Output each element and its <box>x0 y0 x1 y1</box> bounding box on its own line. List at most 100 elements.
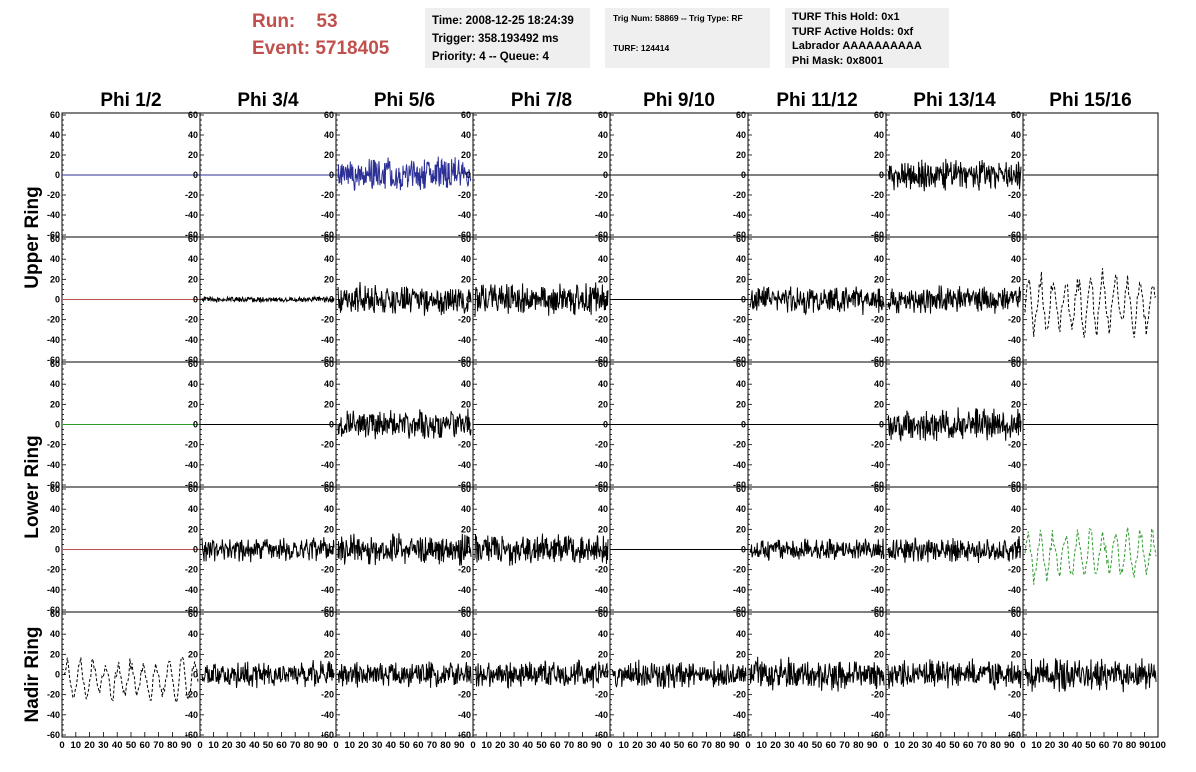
y-tick-label: -40 <box>595 460 608 470</box>
phi-mask-text: Phi Mask: 0x8001 <box>792 54 884 67</box>
waveform-trace <box>611 659 747 689</box>
waveform-trace <box>887 285 1022 314</box>
y-tick-label: 60 <box>50 359 60 369</box>
waveform-trace <box>887 658 1022 691</box>
column-title: Phi 1/2 <box>100 90 161 111</box>
y-tick-label: -40 <box>47 335 60 345</box>
y-tick-label: 20 <box>598 524 608 534</box>
y-tick-label: -40 <box>185 585 198 595</box>
x-tick-label: 0 <box>745 740 750 751</box>
y-tick-label: 40 <box>461 130 471 140</box>
y-tick-label: -40 <box>47 710 60 720</box>
y-tick-label: -40 <box>1008 335 1021 345</box>
y-tick-label: 20 <box>598 649 608 659</box>
y-tick-label: -20 <box>185 565 198 575</box>
y-tick-label: -40 <box>458 460 471 470</box>
y-tick-label: -60 <box>185 230 198 240</box>
y-tick-label: -40 <box>871 210 884 220</box>
y-tick-label: 40 <box>1011 629 1021 639</box>
priority-text: Priority: 4 -- Queue: 4 <box>432 51 549 63</box>
column-title: Phi 7/8 <box>511 90 572 111</box>
y-tick-label: 60 <box>324 609 334 619</box>
y-tick-label: 0 <box>879 420 884 430</box>
y-tick-label: 40 <box>461 504 471 514</box>
y-tick-label: 20 <box>188 649 198 659</box>
x-tick-label: 60 <box>963 740 974 751</box>
y-tick-label: 0 <box>466 170 471 180</box>
y-tick-label: -20 <box>733 440 746 450</box>
y-tick-label: -20 <box>458 315 471 325</box>
run-label: Run: <box>252 11 296 32</box>
y-tick-label: 20 <box>736 649 746 659</box>
y-tick-label: -20 <box>47 315 60 325</box>
y-tick-label: 20 <box>736 150 746 160</box>
y-tick-label: -20 <box>1008 440 1021 450</box>
x-tick-label: 50 <box>263 740 274 751</box>
y-tick-label: -60 <box>321 605 334 615</box>
x-tick-label: 0 <box>333 740 338 751</box>
y-tick-label: -40 <box>321 585 334 595</box>
y-tick-label: 60 <box>188 359 198 369</box>
y-tick-label: 20 <box>736 399 746 409</box>
x-tick-label: 40 <box>1072 740 1083 751</box>
y-tick-label: -20 <box>47 190 60 200</box>
x-tick-label: 10 <box>619 740 630 751</box>
y-tick-label: 20 <box>874 524 884 534</box>
y-tick-label: -60 <box>321 230 334 240</box>
y-tick-label: 20 <box>324 274 334 284</box>
y-tick-label: -60 <box>321 480 334 490</box>
y-tick-label: 40 <box>188 379 198 389</box>
y-tick-label: -40 <box>458 335 471 345</box>
labrador-text: Labrador AAAAAAAAAA <box>792 40 922 52</box>
y-tick-label: 60 <box>324 234 334 244</box>
y-tick-label: 0 <box>466 295 471 305</box>
y-tick-label: -40 <box>47 210 60 220</box>
y-tick-label: -40 <box>733 335 746 345</box>
waveform-trace <box>749 538 885 561</box>
column-title: Phi 15/16 <box>1049 90 1131 111</box>
x-tick-label: 30 <box>922 740 933 751</box>
y-tick-label: 60 <box>188 110 198 120</box>
y-tick-label: -40 <box>458 585 471 595</box>
x-tick-label: 20 <box>908 740 919 751</box>
waveform-trace <box>337 156 472 191</box>
trig-num-text: Trig Num: 58869 -- Trig Type: RF <box>613 13 743 23</box>
y-tick-label: 0 <box>879 670 884 680</box>
y-tick-label: 0 <box>603 170 608 180</box>
panel-frame <box>1022 486 1159 613</box>
time-text: Time: 2008-12-25 18:24:39 <box>432 15 574 27</box>
y-tick-label: 20 <box>598 274 608 284</box>
y-tick-label: -40 <box>47 460 60 470</box>
y-tick-label: 60 <box>874 359 884 369</box>
y-tick-label: -60 <box>733 480 746 490</box>
x-tick-label: 0 <box>607 740 612 751</box>
y-tick-label: 20 <box>324 150 334 160</box>
y-tick-label: 0 <box>329 545 334 555</box>
y-tick-label: -60 <box>871 480 884 490</box>
y-tick-label: 0 <box>329 170 334 180</box>
y-tick-label: 0 <box>741 420 746 430</box>
y-tick-label: 0 <box>466 545 471 555</box>
y-tick-label: 20 <box>324 399 334 409</box>
x-tick-label: 100 <box>1150 740 1166 751</box>
y-tick-label: -60 <box>321 730 334 740</box>
y-tick-label: 0 <box>741 170 746 180</box>
y-tick-label: 60 <box>50 484 60 494</box>
y-tick-label: 0 <box>1016 545 1021 555</box>
y-tick-label: -20 <box>47 440 60 450</box>
y-tick-label: 40 <box>324 629 334 639</box>
y-tick-label: -20 <box>595 190 608 200</box>
y-tick-label: -60 <box>595 230 608 240</box>
y-tick-label: -60 <box>1008 730 1021 740</box>
y-tick-label: 60 <box>188 609 198 619</box>
y-tick-label: -60 <box>595 605 608 615</box>
y-tick-label: -20 <box>1008 690 1021 700</box>
y-tick-label: -60 <box>871 605 884 615</box>
x-tick-label: 90 <box>867 740 878 751</box>
waveform-trace <box>201 537 335 563</box>
y-tick-label: -40 <box>321 210 334 220</box>
x-tick-label: 80 <box>853 740 864 751</box>
y-tick-label: 40 <box>461 629 471 639</box>
y-tick-label: -60 <box>871 355 884 365</box>
